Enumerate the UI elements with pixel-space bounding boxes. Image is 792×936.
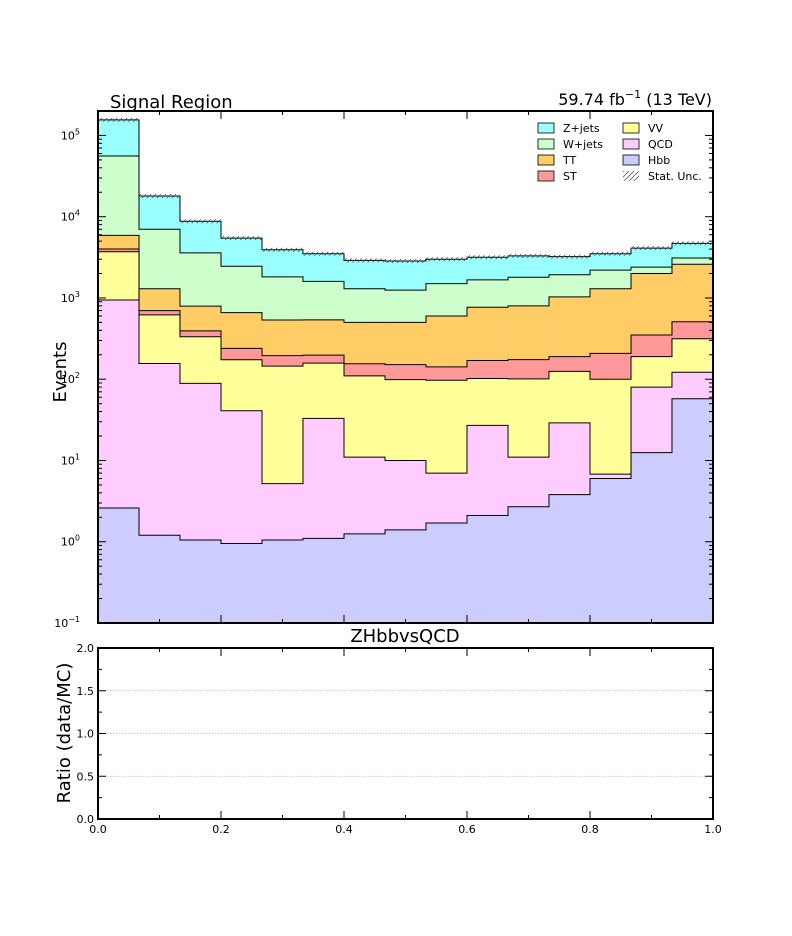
y-tick-label: 101: [61, 452, 80, 467]
stack-bar: [548, 494, 590, 623]
stack-bar: [98, 508, 140, 623]
ratio-x-tick-label: 0.0: [89, 823, 107, 836]
legend-item: VV: [622, 122, 664, 135]
stack-bar: [590, 478, 632, 623]
y-tick-label: 100: [61, 534, 80, 549]
stat-unc-band: [671, 241, 713, 246]
legend-swatch: [537, 154, 555, 166]
ratio-plot-frame: [97, 647, 714, 820]
stat-unc-band: [425, 257, 467, 262]
stat-unc-band: [302, 251, 344, 256]
y-tick-label: 103: [61, 290, 80, 305]
main-plot-frame: [97, 110, 714, 624]
main-y-ticks: 10−1 100 101 102 103 104 105: [54, 110, 714, 630]
ratio-x-tick-label: 0.2: [212, 823, 230, 836]
stat-unc-band: [179, 219, 221, 224]
stack-layer-hbb: [98, 398, 713, 623]
y-tick-label: 105: [61, 127, 80, 142]
legend-label: QCD: [648, 138, 673, 151]
stack-bar: [425, 523, 467, 623]
stack-bar: [302, 538, 344, 623]
legend-swatch: [537, 138, 555, 150]
stack-bar: [385, 529, 426, 623]
y-tick-label: 104: [61, 209, 80, 224]
ratio-gridlines: [98, 690, 713, 777]
stat-unc-band: [262, 247, 303, 252]
stat-unc-band: [98, 117, 140, 122]
main-title: Signal Region: [110, 92, 233, 113]
stat-unc-band: [467, 255, 509, 260]
legend-item: TT: [537, 154, 577, 167]
ratio-y-tick-label: 2.0: [77, 642, 95, 655]
stack-bar: [631, 452, 672, 623]
legend-swatch: [622, 138, 640, 150]
stack-bar: [179, 540, 221, 623]
stack-outline: [98, 251, 713, 381]
legend-item: Hbb: [622, 154, 670, 167]
main-y-axis-label: Events: [50, 342, 71, 403]
ratio-y-tick-label: 1.5: [77, 685, 95, 698]
stat-unc-band: [590, 251, 632, 256]
ratio-x-tick-label: 0.8: [581, 823, 599, 836]
ratio-panel-title: ZHbbvsQCD: [350, 626, 459, 647]
legend-swatch: [623, 171, 639, 181]
stack-outline: [98, 234, 713, 323]
legend-label: ST: [563, 170, 577, 183]
stat-unc-band: [631, 246, 672, 251]
legend-label: W+jets: [563, 138, 603, 151]
legend-item: Stat. Unc.: [623, 170, 702, 183]
stacked-histogram: [98, 117, 713, 623]
stack-bar: [508, 506, 549, 623]
ratio-ticks: 0.0 0.5 1.0 1.5 2.0 0.0 0.2 0.4 0.6 0.8 1.0: [77, 642, 722, 836]
stack-outline: [98, 299, 713, 485]
legend-item: Z+jets: [537, 122, 600, 135]
legend: Z+jets VV W+jets QCD TT Hbb ST Stat. Unc.: [537, 122, 702, 183]
stat-unc-band: [139, 193, 180, 198]
stack-outline: [98, 398, 713, 545]
legend-item: ST: [537, 170, 577, 183]
y-tick-label: 10−1: [54, 615, 80, 630]
legend-label: Stat. Unc.: [648, 170, 702, 183]
y-tick-label: 102: [61, 371, 80, 386]
stack-bar: [671, 398, 713, 623]
legend-label: TT: [562, 154, 577, 167]
legend-swatch: [537, 122, 555, 134]
ratio-y-tick-label: 0.5: [77, 770, 95, 783]
ratio-x-tick-label: 0.6: [458, 823, 476, 836]
stat-unc-band: [221, 236, 263, 241]
ratio-y-axis-label: Ratio (data/MC): [54, 663, 75, 804]
legend-label: VV: [648, 122, 664, 135]
stack-outline: [98, 155, 713, 291]
stack-bar: [344, 533, 386, 623]
legend-swatch: [622, 154, 640, 166]
legend-swatch: [622, 122, 640, 134]
ratio-y-tick-label: 0.0: [77, 813, 95, 826]
legend-item: QCD: [622, 138, 673, 151]
stat-unc-band: [385, 259, 426, 264]
stack-bar: [139, 535, 180, 623]
legend-swatch: [537, 170, 555, 182]
ratio-x-tick-label: 1.0: [704, 823, 722, 836]
stat-unc-band: [548, 254, 590, 259]
stack-outline: [98, 248, 713, 368]
ratio-y-tick-label: 1.0: [77, 728, 95, 741]
legend-label: Z+jets: [563, 122, 600, 135]
stack-bar: [221, 543, 263, 623]
ratio-x-tick-label: 0.4: [335, 823, 353, 836]
stack-bar: [262, 540, 303, 623]
stat-unc-band: [508, 253, 549, 258]
legend-label: Hbb: [648, 154, 670, 167]
stack-bar: [467, 515, 509, 623]
legend-item: W+jets: [537, 138, 603, 151]
lumi-label: 59.74 fb−1 (13 TeV): [558, 88, 712, 109]
stat-unc-band: [344, 258, 386, 263]
